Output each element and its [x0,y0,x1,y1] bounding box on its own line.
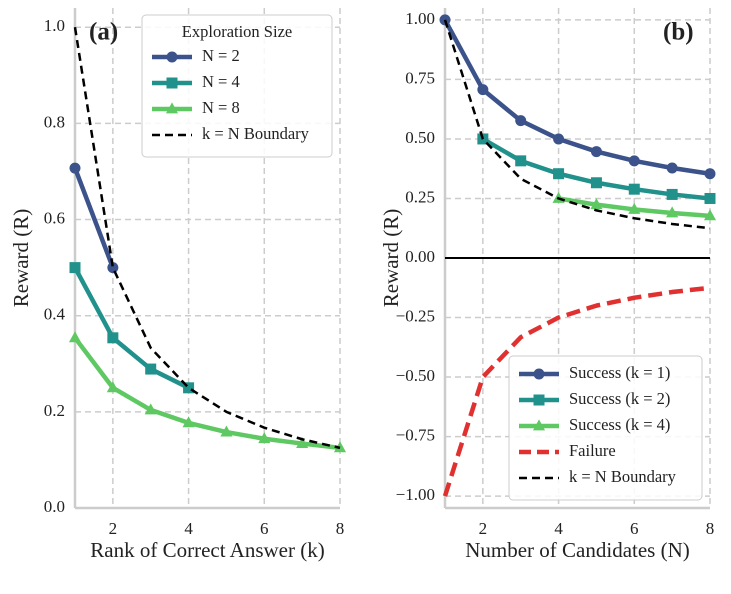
marker [69,262,81,274]
y-tick-label: −0.75 [396,425,435,444]
marker [553,168,565,180]
legend: Success (k = 1) Success (k = 2) Success (k… [508,355,703,501]
y-tick-label: −1.00 [396,485,435,504]
series-line [73,266,190,390]
marker [590,198,603,210]
marker [704,168,716,180]
legend-label: N = 4 [202,72,240,91]
marker [144,403,157,415]
marker [590,146,602,158]
series-line [73,336,341,451]
x-tick-label: 6 [260,519,269,538]
x-tick-label: 8 [336,519,345,538]
x-tick-label: 4 [184,519,193,538]
marker [532,419,546,431]
legend-label: Success (k = 1) [569,363,670,382]
legend-label: Failure [569,441,616,460]
legend-label: k = N Boundary [569,467,677,486]
y-tick-label: 0.25 [405,187,435,206]
legend-title: Exploration Size [182,22,292,41]
marker [704,192,716,204]
y-tick-label: 0.8 [44,112,65,131]
marker [703,209,717,221]
marker [628,183,640,195]
marker [220,425,233,437]
legend-label: Success (k = 2) [569,389,670,408]
marker [515,155,527,167]
marker [107,332,119,344]
axes: 2 4 6 8 0.0 0.2 0.4 0.6 0.8 1.0 [44,8,345,538]
x-axis-label: Number of Candidates (N) [465,538,690,562]
marker [258,432,271,444]
marker [166,77,178,89]
marker [145,363,157,375]
y-tick-label: 0.2 [44,401,65,420]
marker [183,382,195,394]
y-axis-label: Reward (R) [9,209,33,308]
y-tick-label: 0.6 [44,208,65,227]
marker [296,436,309,448]
legend-label: N = 2 [202,46,240,65]
marker [628,155,640,167]
marker [106,381,119,393]
y-tick-label: 0.00 [405,247,435,266]
series-line [442,285,711,497]
marker [165,102,179,114]
y-tick-label: 0.75 [405,68,435,87]
marker [477,84,489,96]
marker [533,368,545,380]
marker [553,133,565,145]
marker [107,262,119,274]
legend-label: N = 8 [202,98,240,117]
legend-label: Success (k = 4) [569,415,670,434]
y-tick-label: 0.4 [44,305,66,324]
series-line [73,27,341,450]
series-line [443,19,711,230]
legend-box [508,355,703,501]
x-tick-label: 4 [554,519,563,538]
marker [666,162,678,174]
series-line [72,167,115,269]
y-tick-label: 1.00 [405,9,435,28]
x-tick-label: 2 [109,519,118,538]
x-tick-label: 8 [706,519,715,538]
x-axis-label: Rank of Correct Answer (k) [90,538,324,562]
marker [666,188,678,200]
marker [533,394,545,406]
marker [515,115,527,127]
marker [590,177,602,189]
legend-label: k = N Boundary [202,124,310,143]
marker [666,206,679,218]
marker [68,331,82,343]
marker [628,202,641,214]
series-line [443,18,711,176]
marker [166,51,178,63]
y-tick-label: −0.25 [396,306,435,325]
marker [182,416,195,428]
y-tick-label: 1.0 [44,16,65,35]
panel-label: (a) [89,19,118,46]
x-tick-label: 6 [630,519,639,538]
legend-box [141,14,333,158]
x-tick-label: 2 [479,519,488,538]
marker [69,162,81,174]
y-tick-label: 0.0 [44,497,65,516]
y-axis-label: Reward (R) [379,209,403,308]
legend: Exploration Size N = 2 N = 4 N = 8 k = N Bou… [141,14,333,158]
y-tick-label: 0.50 [405,128,435,147]
panel-label: (b) [663,19,694,46]
y-tick-label: −0.50 [396,366,435,385]
